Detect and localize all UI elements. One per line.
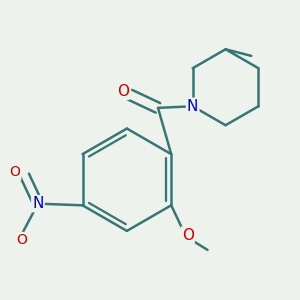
Text: O: O — [117, 84, 129, 99]
Text: N: N — [32, 196, 44, 211]
Text: O: O — [9, 165, 20, 179]
Text: N: N — [187, 99, 198, 114]
Text: O: O — [16, 233, 27, 247]
Text: O: O — [182, 227, 194, 242]
